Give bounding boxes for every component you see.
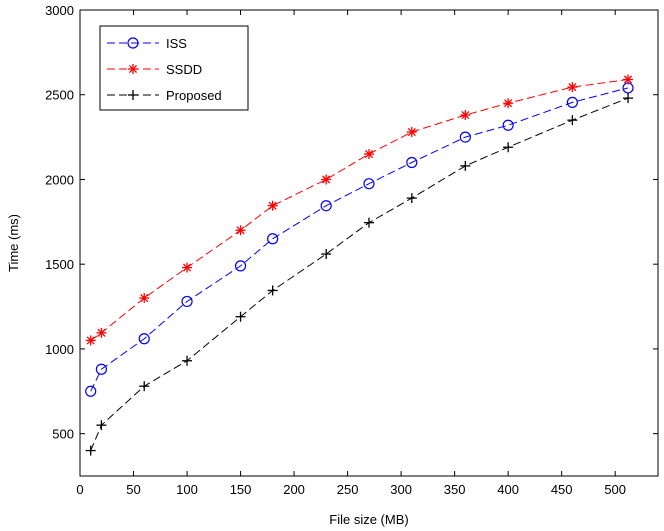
y-tick-label: 3000 [45, 3, 74, 18]
data-point-ssdd [235, 225, 246, 236]
y-axis-label: Time (ms) [6, 214, 21, 272]
legend-marker-proposed [128, 90, 138, 100]
legend-entry-ssdd: SSDD [107, 62, 202, 77]
data-point-ssdd [623, 74, 634, 85]
legend-marker-ssdd [128, 64, 138, 74]
x-tick-label: 50 [126, 482, 140, 497]
data-point-iss [406, 156, 418, 169]
legend-label-proposed: Proposed [166, 88, 222, 103]
legend-entry-iss: ISS [107, 36, 187, 51]
data-point-proposed [321, 249, 332, 260]
data-point-iss [566, 96, 578, 108]
y-tick-label: 1000 [45, 342, 74, 357]
x-tick-label: 400 [497, 482, 519, 497]
x-axis-label: File size (MB) [329, 512, 408, 527]
data-point-ssdd [96, 327, 107, 338]
legend-label-ssdd: SSDD [166, 62, 202, 77]
x-axis-ticks: 0 50 100 150 200 250 300 350 400 450 500 [76, 10, 626, 497]
data-point-iss [363, 178, 375, 190]
legend-label-iss: ISS [166, 36, 187, 51]
series-layer [85, 74, 634, 456]
x-tick-label: 500 [604, 482, 626, 497]
data-point-proposed [503, 142, 514, 153]
data-point-iss [85, 385, 97, 397]
data-point-proposed [406, 193, 417, 204]
x-tick-label: 150 [230, 482, 252, 497]
x-tick-label: 350 [444, 482, 466, 497]
x-tick-label: 0 [76, 482, 83, 497]
legend: ISS SSDD Proposed [99, 25, 249, 111]
data-point-iss [234, 260, 247, 272]
data-point-ssdd [364, 149, 374, 160]
legend-box [99, 25, 249, 111]
data-point-iss [95, 363, 108, 375]
x-tick-label: 250 [337, 482, 359, 497]
data-point-ssdd [267, 200, 278, 211]
data-point-iss [459, 131, 471, 143]
data-point-ssdd [460, 110, 471, 121]
data-point-ssdd [321, 174, 332, 185]
data-point-ssdd [503, 98, 514, 109]
data-point-proposed [267, 285, 278, 296]
data-point-proposed [139, 381, 150, 392]
data-point-iss [320, 200, 332, 212]
y-tick-label: 2000 [45, 172, 74, 187]
legend-entry-proposed: Proposed [107, 88, 222, 103]
y-axis-ticks: 500 1000 1500 2000 2500 3000 [45, 3, 658, 442]
data-point-proposed [567, 115, 578, 126]
data-point-iss [502, 119, 514, 131]
data-point-proposed [460, 160, 471, 171]
data-point-ssdd [567, 82, 578, 93]
x-tick-label: 450 [551, 482, 573, 497]
data-point-proposed [364, 217, 374, 228]
data-point-iss [181, 295, 193, 308]
x-tick-label: 200 [283, 482, 305, 497]
data-point-ssdd [139, 293, 150, 304]
legend-marker-iss [127, 37, 139, 49]
series-line-iss [90, 87, 629, 392]
y-tick-label: 500 [52, 427, 74, 442]
x-tick-label: 300 [390, 482, 412, 497]
data-point-ssdd [182, 262, 193, 273]
data-point-iss [138, 333, 150, 345]
data-point-proposed [96, 420, 107, 431]
data-point-proposed [85, 445, 96, 456]
y-tick-label: 1500 [45, 257, 74, 272]
data-point-ssdd [406, 127, 417, 138]
y-tick-label: 2500 [45, 88, 74, 103]
data-point-proposed [623, 93, 634, 104]
data-point-proposed [235, 311, 246, 322]
x-tick-label: 100 [176, 482, 198, 497]
data-point-iss [267, 233, 279, 245]
data-point-ssdd [85, 335, 96, 346]
data-point-proposed [182, 355, 193, 366]
